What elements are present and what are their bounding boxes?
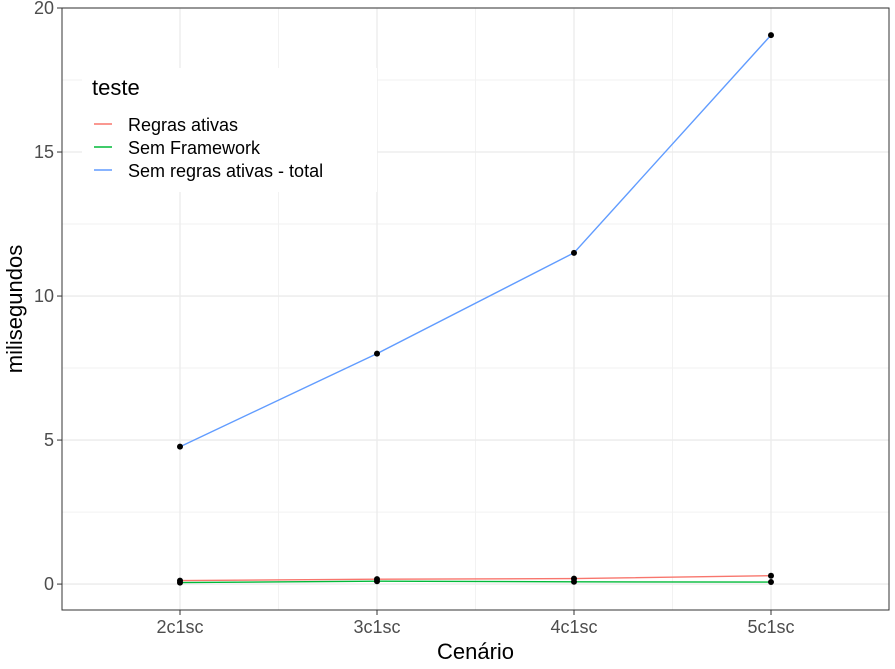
y-tick-label: 5 — [44, 430, 54, 450]
data-point — [768, 32, 774, 39]
x-tick-label: 3c1sc — [353, 617, 400, 637]
series-points — [177, 32, 774, 586]
legend-items: Regras ativas Sem Framework Sem regras ati… — [94, 115, 323, 181]
y-tick-label: 20 — [34, 0, 54, 18]
y-tick-label: 15 — [34, 142, 54, 162]
data-point — [374, 578, 380, 585]
y-axis-ticks: 0 5 10 15 20 — [34, 0, 62, 594]
data-point — [374, 350, 380, 357]
x-tick-label: 5c1sc — [747, 617, 794, 637]
x-tick-label: 4c1sc — [550, 617, 597, 637]
data-point — [177, 443, 183, 450]
data-point — [571, 578, 577, 585]
y-axis-title: milisegundos — [2, 245, 27, 373]
series-line-2 — [179, 34, 772, 448]
series-lines — [179, 34, 772, 584]
x-axis-title: Cenário — [437, 639, 514, 664]
series-line-0 — [179, 575, 772, 582]
data-point — [768, 572, 774, 579]
legend-label-2: Sem regras ativas - total — [128, 161, 323, 181]
data-point — [768, 579, 774, 586]
data-point — [177, 579, 183, 586]
legend-title: teste — [92, 75, 140, 100]
legend: teste Regras ativas Sem Framework Sem regr… — [82, 68, 377, 192]
y-tick-label: 10 — [34, 286, 54, 306]
y-tick-label: 0 — [44, 574, 54, 594]
grid-major — [62, 7, 889, 610]
data-point — [571, 249, 577, 256]
series-line-1 — [179, 580, 772, 584]
x-tick-label: 2c1sc — [156, 617, 203, 637]
legend-label-1: Sem Framework — [128, 138, 261, 158]
panel-border — [61, 7, 890, 611]
x-axis-ticks: 2c1sc 3c1sc 4c1sc 5c1sc — [156, 610, 795, 637]
legend-background — [82, 68, 377, 192]
legend-label-0: Regras ativas — [128, 115, 238, 135]
